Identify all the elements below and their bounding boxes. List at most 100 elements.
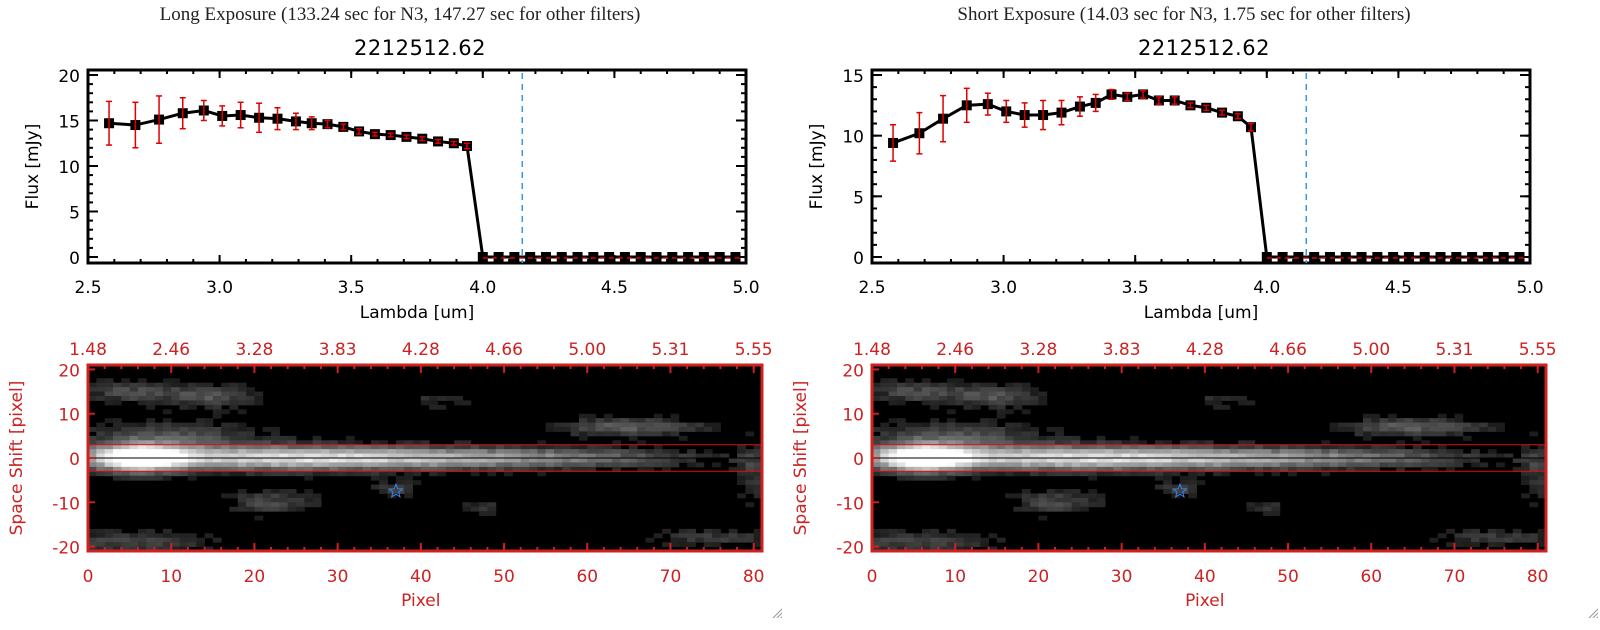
image-pixel bbox=[946, 431, 956, 437]
image-pixel bbox=[112, 396, 122, 401]
image-pixel bbox=[171, 396, 181, 401]
image-pixel bbox=[229, 431, 239, 437]
image-pixel bbox=[1496, 453, 1505, 459]
image-pixel bbox=[395, 458, 405, 463]
image-pixel bbox=[905, 378, 915, 384]
image-pixel bbox=[1080, 502, 1089, 508]
image-pixel bbox=[1446, 466, 1455, 472]
y-tick-label: 10 bbox=[842, 128, 864, 148]
image-pixel bbox=[1487, 449, 1497, 455]
image-pixel bbox=[271, 453, 280, 459]
image-pixel bbox=[445, 458, 455, 463]
image-pixel bbox=[988, 466, 998, 472]
image-pixel bbox=[212, 431, 222, 437]
image-pixel bbox=[470, 471, 480, 477]
image-pixel bbox=[420, 396, 430, 401]
resize-grip-icon[interactable] bbox=[770, 606, 782, 618]
image-pixel bbox=[880, 435, 890, 441]
image-pixel bbox=[354, 466, 364, 472]
data-point bbox=[572, 252, 583, 262]
image-pixel bbox=[996, 466, 1006, 472]
image-pixel bbox=[279, 466, 289, 472]
image-pixel bbox=[930, 404, 940, 410]
image-pixel bbox=[1221, 404, 1231, 410]
image-pixel bbox=[345, 466, 355, 472]
image-pixel bbox=[179, 458, 189, 463]
image-pixel bbox=[653, 453, 663, 459]
image-pixel bbox=[880, 533, 890, 539]
image-pixel bbox=[112, 462, 122, 468]
image-pixel bbox=[930, 449, 940, 455]
image-pixel bbox=[955, 382, 965, 388]
image-pixel bbox=[1046, 462, 1056, 468]
image-pixel bbox=[1313, 453, 1322, 459]
image-pixel bbox=[980, 396, 989, 401]
image-pixel bbox=[1138, 444, 1148, 450]
image-pixel bbox=[913, 422, 923, 428]
image-pixel bbox=[287, 444, 297, 450]
image-pixel bbox=[1030, 506, 1039, 512]
image-pixel bbox=[304, 466, 314, 472]
resize-grip-icon[interactable] bbox=[1586, 606, 1598, 618]
image-pixel bbox=[1121, 444, 1131, 450]
image-pixel bbox=[963, 453, 973, 459]
image-pixel bbox=[1371, 453, 1381, 459]
y-tick-label: 10 bbox=[842, 406, 864, 426]
image-pixel bbox=[271, 506, 280, 512]
image-pixel bbox=[1038, 435, 1048, 441]
image-pixel bbox=[246, 502, 255, 508]
image-pixel bbox=[1021, 382, 1031, 388]
image-pixel bbox=[88, 542, 97, 548]
image-pixel bbox=[1030, 458, 1039, 463]
image-pixel bbox=[504, 458, 513, 463]
image-pixel bbox=[996, 458, 1006, 463]
image-pixel bbox=[187, 475, 197, 481]
image-pixel bbox=[1154, 458, 1164, 463]
image-pixel bbox=[129, 431, 139, 437]
image-pixel bbox=[1204, 444, 1214, 450]
image-pixel bbox=[996, 400, 1006, 406]
image-pixel bbox=[745, 431, 755, 437]
image-pixel bbox=[137, 449, 147, 455]
x-tick-label: 20 bbox=[244, 567, 266, 587]
image-pixel bbox=[1537, 462, 1547, 468]
y-tick-label: -20 bbox=[52, 539, 80, 559]
image-pixel bbox=[963, 404, 973, 410]
image-pixel bbox=[1471, 533, 1480, 539]
image-pixel bbox=[187, 440, 197, 446]
image-pixel bbox=[337, 453, 347, 459]
image-pixel bbox=[662, 418, 671, 424]
image-pixel bbox=[1021, 400, 1031, 406]
image-pixel bbox=[1096, 444, 1106, 450]
image-pixel bbox=[129, 533, 139, 539]
spectral-image: 01.48102.46203.28303.83404.28504.66605.0… bbox=[7, 340, 773, 611]
image-pixel bbox=[988, 404, 998, 410]
x-tick-label: 50 bbox=[1277, 567, 1299, 587]
image-pixel bbox=[678, 458, 688, 463]
image-pixel bbox=[1279, 449, 1289, 455]
image-pixel bbox=[162, 422, 172, 428]
image-pixel bbox=[412, 440, 422, 446]
image-pixel bbox=[1354, 466, 1364, 472]
image-pixel bbox=[137, 427, 147, 432]
image-pixel bbox=[412, 444, 422, 450]
image-pixel bbox=[1404, 427, 1414, 432]
image-pixel bbox=[146, 427, 156, 432]
image-pixel bbox=[520, 462, 530, 468]
image-pixel bbox=[1429, 458, 1439, 463]
image-pixel bbox=[395, 484, 405, 490]
image-pixel bbox=[653, 431, 663, 437]
image-pixel bbox=[930, 466, 940, 472]
image-pixel bbox=[872, 528, 881, 534]
image-pixel bbox=[1429, 449, 1439, 455]
image-pixel bbox=[1321, 462, 1331, 468]
image-pixel bbox=[121, 422, 131, 428]
image-pixel bbox=[963, 449, 973, 455]
image-pixel bbox=[1080, 506, 1089, 512]
image-pixel bbox=[1213, 449, 1222, 455]
image-pixel bbox=[204, 387, 214, 393]
image-pixel bbox=[296, 453, 305, 459]
image-pixel bbox=[570, 466, 580, 472]
image-pixel bbox=[1387, 462, 1397, 468]
image-pixel bbox=[520, 458, 530, 463]
